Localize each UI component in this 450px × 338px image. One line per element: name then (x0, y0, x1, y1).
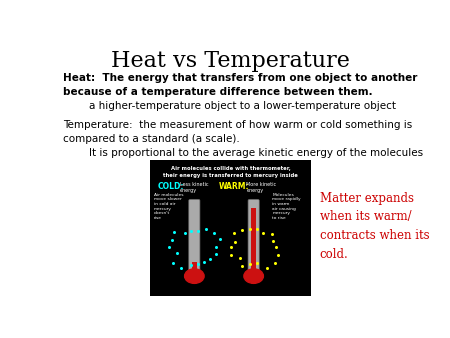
Text: WARM:: WARM: (218, 183, 249, 191)
FancyBboxPatch shape (192, 262, 197, 276)
Text: compared to a standard (a scale).: compared to a standard (a scale). (63, 134, 240, 144)
Text: COLD:: COLD: (158, 183, 184, 191)
Circle shape (244, 269, 263, 283)
Text: It is proportional to the average kinetic energy of the molecules: It is proportional to the average kineti… (63, 148, 423, 158)
FancyBboxPatch shape (251, 209, 256, 276)
Text: their energy is transferred to mercury inside: their energy is transferred to mercury i… (163, 173, 298, 178)
Text: Matter expands: Matter expands (320, 192, 414, 204)
FancyBboxPatch shape (150, 160, 311, 296)
Text: contracts when its: contracts when its (320, 229, 429, 242)
Text: Heat vs Temperature: Heat vs Temperature (111, 50, 350, 72)
Text: a higher-temperature object to a lower-temperature object: a higher-temperature object to a lower-t… (63, 101, 396, 111)
Text: because of a temperature difference between them.: because of a temperature difference betw… (63, 88, 373, 97)
Text: Less kinetic
energy: Less kinetic energy (180, 183, 208, 193)
Text: when its warm/: when its warm/ (320, 210, 411, 223)
Text: Temperature:  the measurement of how warm or cold something is: Temperature: the measurement of how warm… (63, 120, 413, 130)
Circle shape (184, 269, 204, 283)
Text: Heat:  The energy that transfers from one object to another: Heat: The energy that transfers from one… (63, 73, 418, 83)
FancyBboxPatch shape (248, 199, 259, 280)
Text: Molecules
move rapidly
in warm
air causing
mercury
to rise: Molecules move rapidly in warm air causi… (273, 193, 301, 220)
Text: More kinetic
energy: More kinetic energy (246, 183, 276, 193)
FancyBboxPatch shape (189, 199, 200, 280)
Text: Air molecules collide with thermometer,: Air molecules collide with thermometer, (171, 166, 291, 171)
Text: Air molecules
move slower
in cold air
mercury
doesn't
rise: Air molecules move slower in cold air me… (154, 193, 184, 220)
Text: cold.: cold. (320, 248, 348, 261)
